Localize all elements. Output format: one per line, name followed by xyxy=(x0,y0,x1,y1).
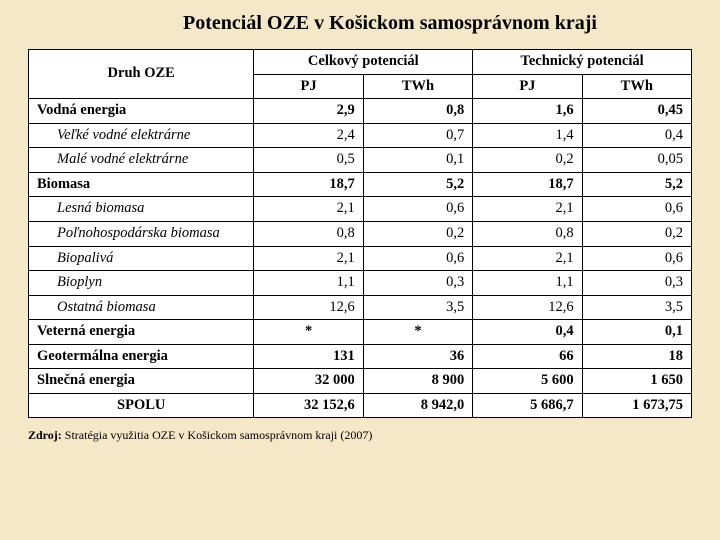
cell: 18 xyxy=(582,344,691,369)
cell: 1,1 xyxy=(254,271,363,296)
cell: 12,6 xyxy=(473,295,582,320)
cell: 1,4 xyxy=(473,123,582,148)
cell: 0,4 xyxy=(473,320,582,345)
table-row: Biopalivá2,10,62,10,6 xyxy=(29,246,692,271)
cell: 5 600 xyxy=(473,369,582,394)
cell: 0,6 xyxy=(363,197,472,222)
source-prefix: Zdroj: xyxy=(28,428,62,442)
cell: 0,1 xyxy=(582,320,691,345)
table-row: Ostatná biomasa12,63,512,63,5 xyxy=(29,295,692,320)
cell: 0,1 xyxy=(363,148,472,173)
table-row: Slnečná energia32 0008 9005 6001 650 xyxy=(29,369,692,394)
row-label: Lesná biomasa xyxy=(29,197,254,222)
cell: 32 000 xyxy=(254,369,363,394)
table-body: Vodná energia2,90,81,60,45Veľké vodné el… xyxy=(29,99,692,394)
table-row: Poľnohospodárska biomasa0,80,20,80,2 xyxy=(29,221,692,246)
oze-table: Druh OZE Celkový potenciál Technický pot… xyxy=(28,49,692,418)
cell: 1 650 xyxy=(582,369,691,394)
cell: 0,45 xyxy=(582,99,691,124)
table-row: Malé vodné elektrárne0,50,10,20,05 xyxy=(29,148,692,173)
cell: 0,6 xyxy=(582,246,691,271)
cell: 0,5 xyxy=(254,148,363,173)
total-v0: 32 152,6 xyxy=(254,393,363,418)
row-label: Bioplyn xyxy=(29,271,254,296)
table-row: Biomasa18,75,218,75,2 xyxy=(29,172,692,197)
cell: 0,4 xyxy=(582,123,691,148)
header-unit-twh-2: TWh xyxy=(582,74,691,99)
row-label: Geotermálna energia xyxy=(29,344,254,369)
row-label: Malé vodné elektrárne xyxy=(29,148,254,173)
cell: 0,2 xyxy=(582,221,691,246)
cell: 0,05 xyxy=(582,148,691,173)
table-row: Bioplyn1,10,31,10,3 xyxy=(29,271,692,296)
header-technicky: Technický potenciál xyxy=(473,50,692,75)
total-v2: 5 686,7 xyxy=(473,393,582,418)
total-v1: 8 942,0 xyxy=(363,393,472,418)
cell: * xyxy=(254,320,363,345)
cell: 5,2 xyxy=(363,172,472,197)
total-label: SPOLU xyxy=(29,393,254,418)
cell: 3,5 xyxy=(582,295,691,320)
cell: 2,9 xyxy=(254,99,363,124)
row-label: Veľké vodné elektrárne xyxy=(29,123,254,148)
cell: 8 900 xyxy=(363,369,472,394)
cell: 2,1 xyxy=(473,246,582,271)
page-title: Potenciál OZE v Košickom samosprávnom kr… xyxy=(88,12,692,35)
table-row: Veterná energia**0,40,1 xyxy=(29,320,692,345)
total-v3: 1 673,75 xyxy=(582,393,691,418)
header-unit-twh-1: TWh xyxy=(363,74,472,99)
row-label: Slnečná energia xyxy=(29,369,254,394)
cell: 131 xyxy=(254,344,363,369)
cell: 0,6 xyxy=(582,197,691,222)
cell: 2,1 xyxy=(254,197,363,222)
cell: 1,1 xyxy=(473,271,582,296)
source-text: Stratégia využitia OZE v Košickom samosp… xyxy=(62,428,373,442)
header-unit-pj-1: PJ xyxy=(254,74,363,99)
cell: 1,6 xyxy=(473,99,582,124)
cell: 0,8 xyxy=(473,221,582,246)
cell: 0,8 xyxy=(363,99,472,124)
row-label: Ostatná biomasa xyxy=(29,295,254,320)
header-unit-pj-2: PJ xyxy=(473,74,582,99)
cell: 36 xyxy=(363,344,472,369)
header-celkovy: Celkový potenciál xyxy=(254,50,473,75)
source-line: Zdroj: Stratégia využitia OZE v Košickom… xyxy=(28,428,692,443)
table-row: Lesná biomasa2,10,62,10,6 xyxy=(29,197,692,222)
cell: 12,6 xyxy=(254,295,363,320)
table-row: Geotermálna energia131366618 xyxy=(29,344,692,369)
table-row: Vodná energia2,90,81,60,45 xyxy=(29,99,692,124)
cell: 2,1 xyxy=(254,246,363,271)
row-label: Biomasa xyxy=(29,172,254,197)
cell: 3,5 xyxy=(363,295,472,320)
table-row: Veľké vodné elektrárne2,40,71,40,4 xyxy=(29,123,692,148)
cell: 18,7 xyxy=(254,172,363,197)
cell: 66 xyxy=(473,344,582,369)
cell: 2,4 xyxy=(254,123,363,148)
cell: 0,8 xyxy=(254,221,363,246)
row-label: Veterná energia xyxy=(29,320,254,345)
cell: 0,3 xyxy=(363,271,472,296)
cell: 18,7 xyxy=(473,172,582,197)
cell: 2,1 xyxy=(473,197,582,222)
row-label: Poľnohospodárska biomasa xyxy=(29,221,254,246)
row-label: Vodná energia xyxy=(29,99,254,124)
cell: 5,2 xyxy=(582,172,691,197)
header-type: Druh OZE xyxy=(29,50,254,99)
cell: * xyxy=(363,320,472,345)
cell: 0,6 xyxy=(363,246,472,271)
cell: 0,2 xyxy=(363,221,472,246)
cell: 0,7 xyxy=(363,123,472,148)
row-label: Biopalivá xyxy=(29,246,254,271)
cell: 0,3 xyxy=(582,271,691,296)
cell: 0,2 xyxy=(473,148,582,173)
